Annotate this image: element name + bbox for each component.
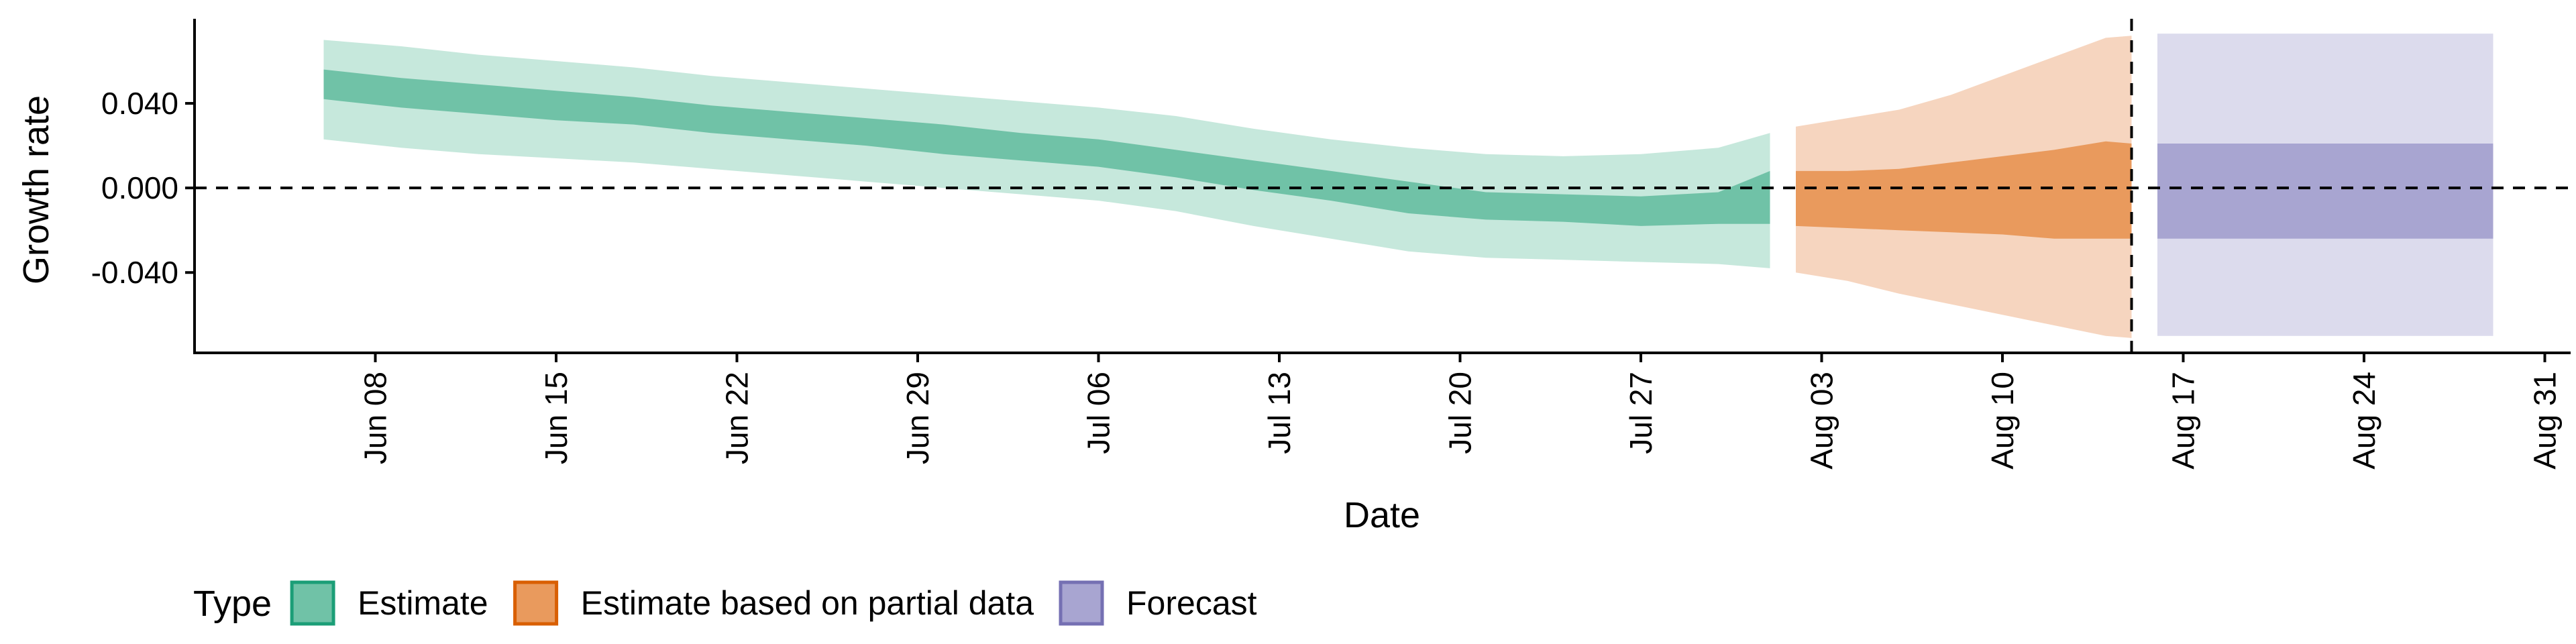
legend-swatch: [1059, 580, 1104, 626]
x-axis-title: Date: [1344, 495, 1420, 535]
x-tick-label: Aug 24: [2347, 372, 2381, 470]
legend-entry-label: Estimate: [358, 584, 488, 622]
x-tick-label: Jun 08: [358, 372, 393, 464]
y-tick-label: 0.000: [101, 170, 178, 205]
y-tick-label: 0.040: [101, 86, 178, 121]
legend-swatch: [513, 580, 559, 626]
x-tick-label: Jul 06: [1081, 372, 1116, 454]
legend-entry-label: Estimate based on partial data: [581, 584, 1034, 622]
reference-lines: [195, 19, 2571, 353]
x-tick-label: Jul 13: [1262, 372, 1297, 454]
y-axis-ticks: -0.040 0.000 0.040: [91, 86, 195, 290]
x-tick-label: Aug 03: [1805, 372, 1839, 470]
x-tick-label: Aug 17: [2166, 372, 2201, 470]
x-tick-label: Aug 31: [2528, 372, 2563, 470]
uncertainty-bands: [323, 34, 2493, 338]
x-tick-label: Aug 10: [1985, 372, 2020, 470]
forecast-band-50: [2157, 144, 2493, 239]
axes: [193, 19, 2571, 354]
x-tick-label: Jun 29: [900, 372, 935, 464]
y-axis-title: Growth rate: [16, 95, 56, 284]
x-axis-ticks: Jun 08 Jun 15 Jun 22 Jun 29 Jul 06 Jul 13 Jul …: [358, 353, 2563, 470]
x-tick-label: Jun 15: [539, 372, 574, 464]
legend-entry-label: Forecast: [1126, 584, 1257, 622]
estimate-based-on-partial-data-band-50: [1796, 141, 2132, 239]
legend-title: Type: [193, 584, 272, 624]
x-tick-label: Jun 22: [720, 372, 755, 464]
x-tick-label: Jul 20: [1443, 372, 1478, 454]
legend-swatch: [290, 580, 335, 626]
legend: Type Estimate Estimate based on partial da…: [193, 580, 1257, 626]
y-tick-label: -0.040: [91, 255, 178, 290]
x-tick-label: Jul 27: [1623, 372, 1658, 454]
